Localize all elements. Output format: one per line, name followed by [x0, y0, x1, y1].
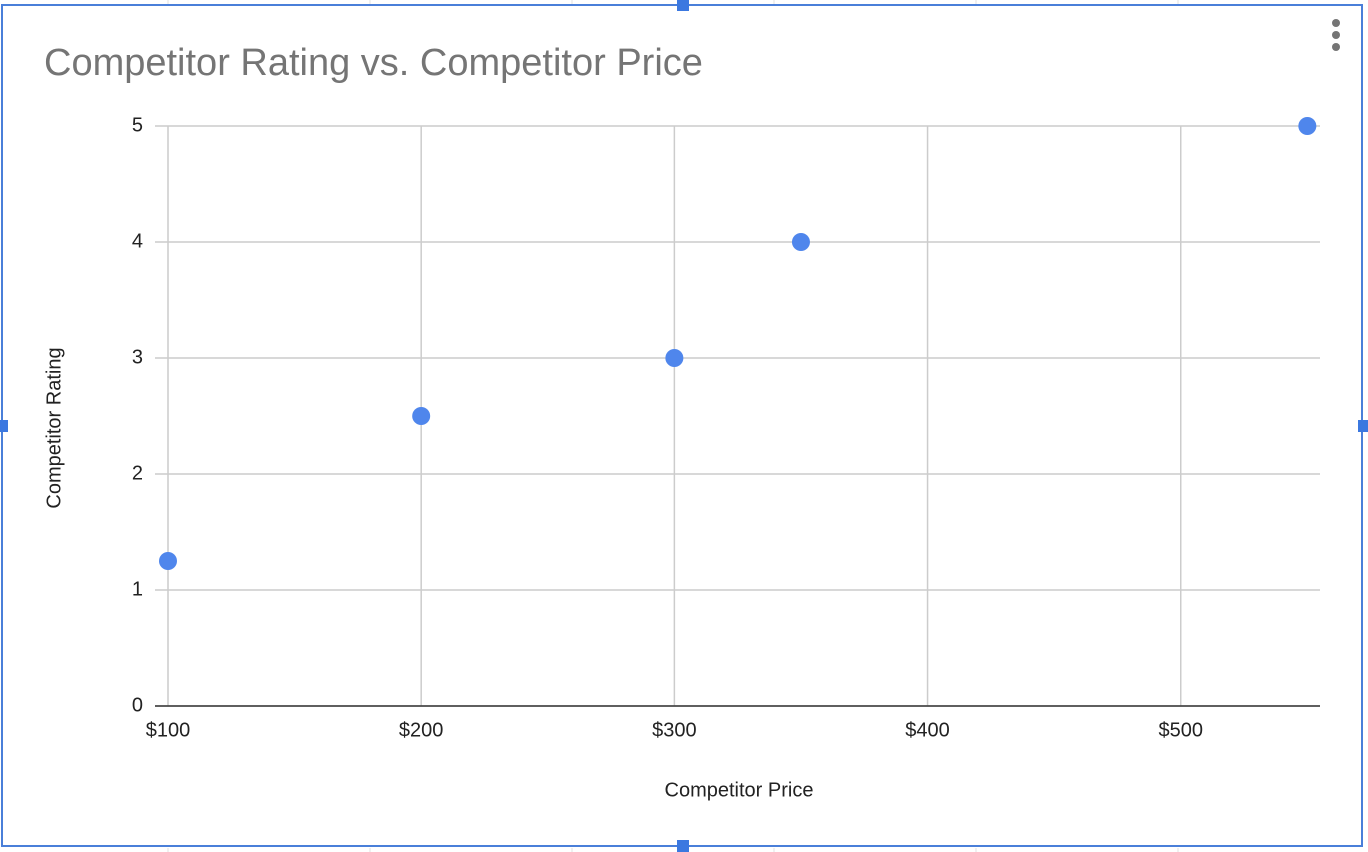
- chart-title: Competitor Rating vs. Competitor Price: [44, 42, 703, 84]
- x-tick-label: $300: [652, 719, 697, 741]
- y-tick-label: 3: [132, 346, 143, 368]
- x-axis-label: Competitor Price: [665, 779, 814, 801]
- y-tick-label: 0: [132, 694, 143, 716]
- point: [665, 349, 684, 367]
- point: [1298, 117, 1317, 135]
- point: [791, 233, 810, 251]
- x-tick-label: $500: [1158, 719, 1203, 741]
- sheet-grid: [167, 0, 1179, 852]
- x-tick-label: $400: [905, 719, 950, 741]
- menu-button[interactable]: [1332, 19, 1340, 51]
- point: [412, 407, 431, 425]
- y-tick-label: 2: [132, 462, 143, 484]
- y-tick-label: 4: [132, 230, 143, 252]
- y-tick-label: 5: [132, 114, 143, 136]
- y-axis-label: Competitor Rating: [43, 347, 65, 508]
- point: [159, 552, 177, 570]
- plot-area: 0 1 2 3 4 5 $100 $200 $300 $400 $500: [132, 114, 1320, 741]
- x-tick-label: $200: [399, 719, 444, 741]
- x-tick-label: $100: [146, 719, 191, 741]
- y-tick-label: 1: [132, 578, 143, 600]
